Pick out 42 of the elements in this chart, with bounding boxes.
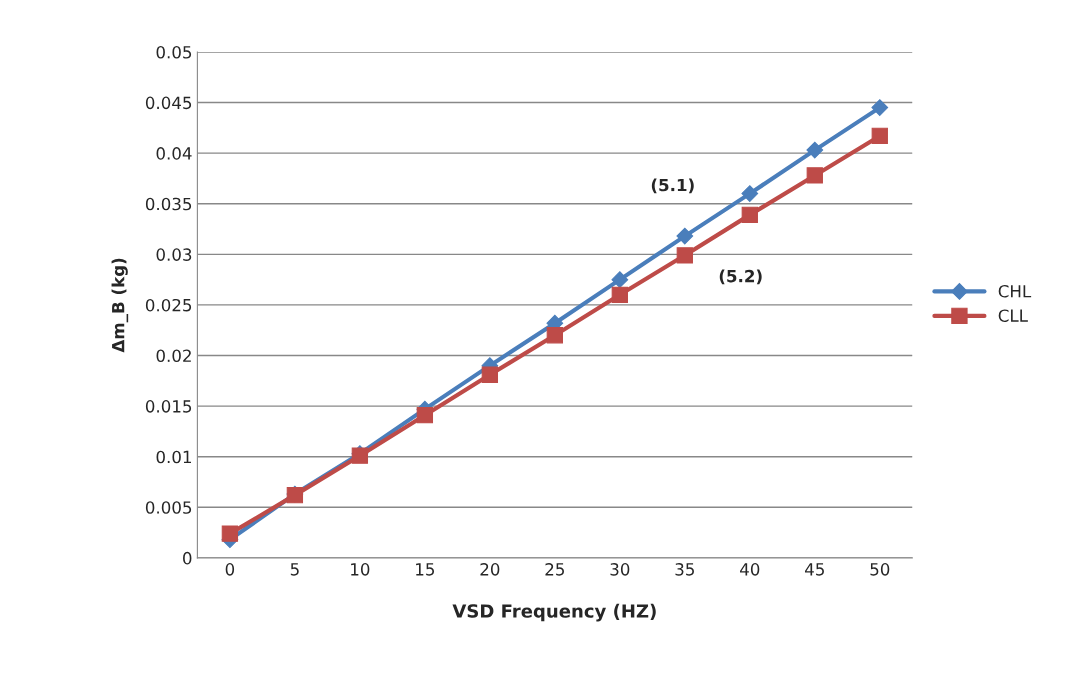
y-tick-label: 0.04 bbox=[156, 147, 192, 160]
y-tick-label: 0.05 bbox=[156, 45, 192, 59]
point bbox=[871, 99, 889, 116]
point bbox=[676, 247, 693, 264]
point bbox=[741, 206, 758, 224]
y-tick-label: 0 bbox=[183, 551, 192, 565]
x-tick-label: 0 bbox=[225, 563, 235, 576]
annotation: (5.2) bbox=[719, 269, 762, 285]
y-axis-title: Δm_B (kg) bbox=[111, 258, 129, 353]
x-tick-label: 40 bbox=[740, 563, 760, 576]
point bbox=[546, 327, 563, 344]
annotation: (5.1) bbox=[651, 178, 694, 194]
y-tick-label: 0.01 bbox=[156, 450, 191, 464]
x-tick-label: 45 bbox=[805, 563, 824, 576]
x-tick-label: 30 bbox=[610, 563, 630, 576]
point bbox=[871, 127, 888, 145]
point bbox=[481, 366, 499, 383]
point bbox=[611, 271, 629, 288]
y-tick-label: 0.045 bbox=[145, 96, 192, 110]
point bbox=[741, 185, 759, 202]
y-tick-label: 0.035 bbox=[145, 197, 192, 211]
point bbox=[676, 227, 694, 245]
x-tick-label: 25 bbox=[545, 563, 564, 576]
point bbox=[611, 286, 628, 303]
point bbox=[221, 525, 239, 542]
point bbox=[806, 141, 824, 159]
x-tick-label: 35 bbox=[675, 563, 694, 576]
point bbox=[416, 407, 434, 424]
point bbox=[806, 167, 823, 184]
y-tick-label: 0.02 bbox=[156, 349, 191, 363]
x-tick-label: 10 bbox=[351, 563, 370, 576]
y-tick-label: 0.025 bbox=[145, 298, 192, 312]
legend-label: CLL bbox=[998, 309, 1028, 322]
x-tick-label: 5 bbox=[290, 563, 299, 576]
x-tick-label: 50 bbox=[870, 563, 890, 576]
legend-label: CHL bbox=[998, 284, 1032, 298]
x-tick-label: 20 bbox=[480, 563, 500, 576]
y-tick-label: 0.03 bbox=[156, 248, 192, 261]
y-tick-label: 0.005 bbox=[145, 501, 192, 514]
y-tick-label: 0.015 bbox=[145, 400, 192, 413]
x-tick-label: 15 bbox=[416, 563, 435, 576]
x-axis-title: VSD Frequency (HZ) bbox=[452, 603, 656, 622]
